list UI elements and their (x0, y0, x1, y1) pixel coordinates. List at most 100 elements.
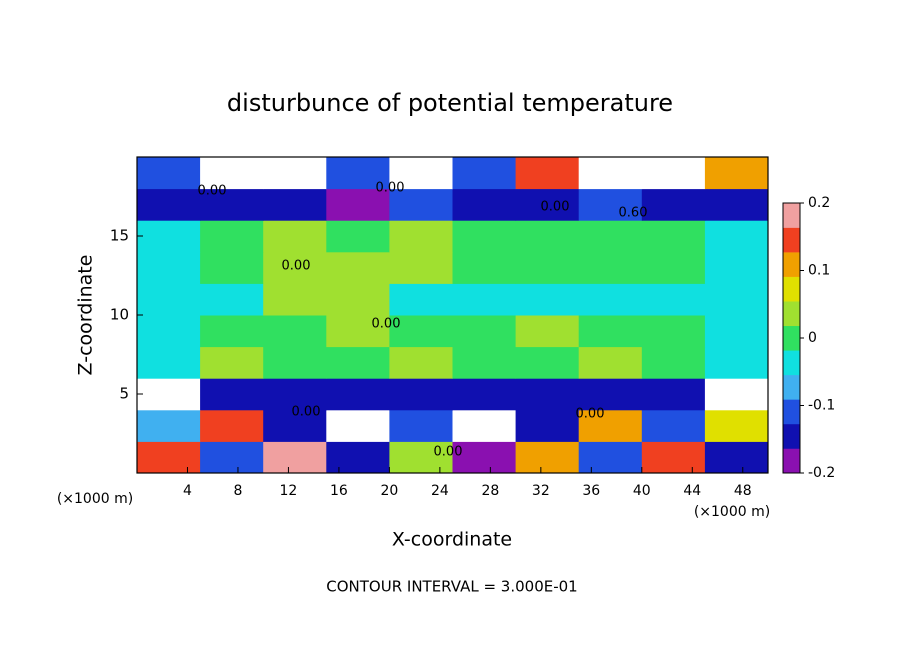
cell (326, 409, 390, 442)
cell (200, 157, 264, 190)
y-tick-label: 15 (110, 227, 129, 245)
x-tick-label: 44 (683, 483, 701, 499)
contour-label: 0.00 (372, 317, 401, 332)
cell (452, 188, 517, 221)
x-tick-label: 4 (183, 483, 192, 499)
cell (263, 441, 327, 473)
cell (452, 251, 517, 284)
cell (515, 251, 580, 284)
cell (641, 220, 706, 253)
colorbar-tick-label: 0 (808, 330, 817, 346)
x-unit-label: (×1000 m) (57, 491, 133, 507)
cell (137, 315, 201, 348)
cell (263, 188, 327, 221)
cell (137, 441, 201, 473)
cell (515, 283, 580, 316)
cell (200, 346, 264, 379)
cell (200, 409, 264, 442)
cell (515, 409, 580, 442)
colorbar-swatch (783, 448, 800, 474)
cell (326, 188, 390, 221)
contour-label: 0.00 (376, 181, 405, 196)
footer-note: CONTOUR INTERVAL = 3.000E-01 (326, 578, 577, 596)
colorbar-swatch (783, 325, 800, 351)
colorbar-swatch (783, 374, 800, 400)
cell (389, 315, 453, 348)
cell (137, 188, 201, 221)
cell (389, 188, 453, 221)
cell (137, 378, 201, 411)
cell (452, 378, 517, 411)
cell (389, 283, 453, 316)
cell (452, 315, 517, 348)
contour-label: 0.60 (619, 206, 648, 221)
cell (704, 315, 768, 348)
cell (515, 157, 580, 190)
cell (578, 251, 643, 284)
cell (641, 409, 706, 442)
cell (452, 441, 517, 473)
cell (389, 220, 453, 253)
cell (704, 188, 768, 221)
contour-label: 0.00 (541, 200, 570, 215)
cell (326, 315, 390, 348)
x-tick-label: 12 (280, 483, 298, 499)
cell (515, 378, 580, 411)
cell (704, 220, 768, 253)
cell (263, 283, 327, 316)
cell (704, 409, 768, 442)
x-tick-label: 32 (532, 483, 550, 499)
cell (578, 283, 643, 316)
cell (263, 315, 327, 348)
colorbar-swatch (783, 227, 800, 253)
x-unit-label: (×1000 m) (694, 504, 770, 520)
cell (704, 251, 768, 284)
cell (578, 157, 643, 190)
colorbar-swatch (783, 350, 800, 376)
cell (704, 157, 768, 190)
cell (704, 283, 768, 316)
cell (263, 251, 327, 284)
cell (389, 251, 453, 284)
cell (137, 283, 201, 316)
y-tick-label: 5 (119, 385, 129, 403)
x-tick-label: 36 (582, 483, 600, 499)
contour-label: 0.00 (198, 184, 227, 199)
cell (200, 315, 264, 348)
cell (578, 346, 643, 379)
x-tick-label: 28 (481, 483, 499, 499)
y-tick-label: 10 (110, 306, 129, 324)
cell (326, 346, 390, 379)
cell (326, 441, 390, 473)
field (137, 157, 768, 473)
cell (263, 220, 327, 253)
cell (326, 378, 390, 411)
cell (515, 441, 580, 473)
cell (578, 378, 643, 411)
cell (641, 251, 706, 284)
cell (641, 441, 706, 473)
contour-label: 0.00 (292, 405, 321, 420)
cell (137, 409, 201, 442)
colorbar-swatch (783, 423, 800, 449)
cell (137, 346, 201, 379)
colorbar-tick-label: 0.1 (808, 263, 830, 279)
colorbar-swatch (783, 276, 800, 302)
cell (326, 157, 390, 190)
cell (200, 220, 264, 253)
cell (326, 283, 390, 316)
cell (452, 409, 517, 442)
cell (137, 251, 201, 284)
cell (200, 378, 264, 411)
cell (452, 346, 517, 379)
cell (641, 283, 706, 316)
cell (452, 220, 517, 253)
cell (515, 220, 580, 253)
cell (326, 251, 390, 284)
cell (641, 378, 706, 411)
x-tick-label: 20 (380, 483, 398, 499)
cell (389, 346, 453, 379)
colorbar-swatch (783, 399, 800, 425)
cell (263, 157, 327, 190)
cell (137, 220, 201, 253)
